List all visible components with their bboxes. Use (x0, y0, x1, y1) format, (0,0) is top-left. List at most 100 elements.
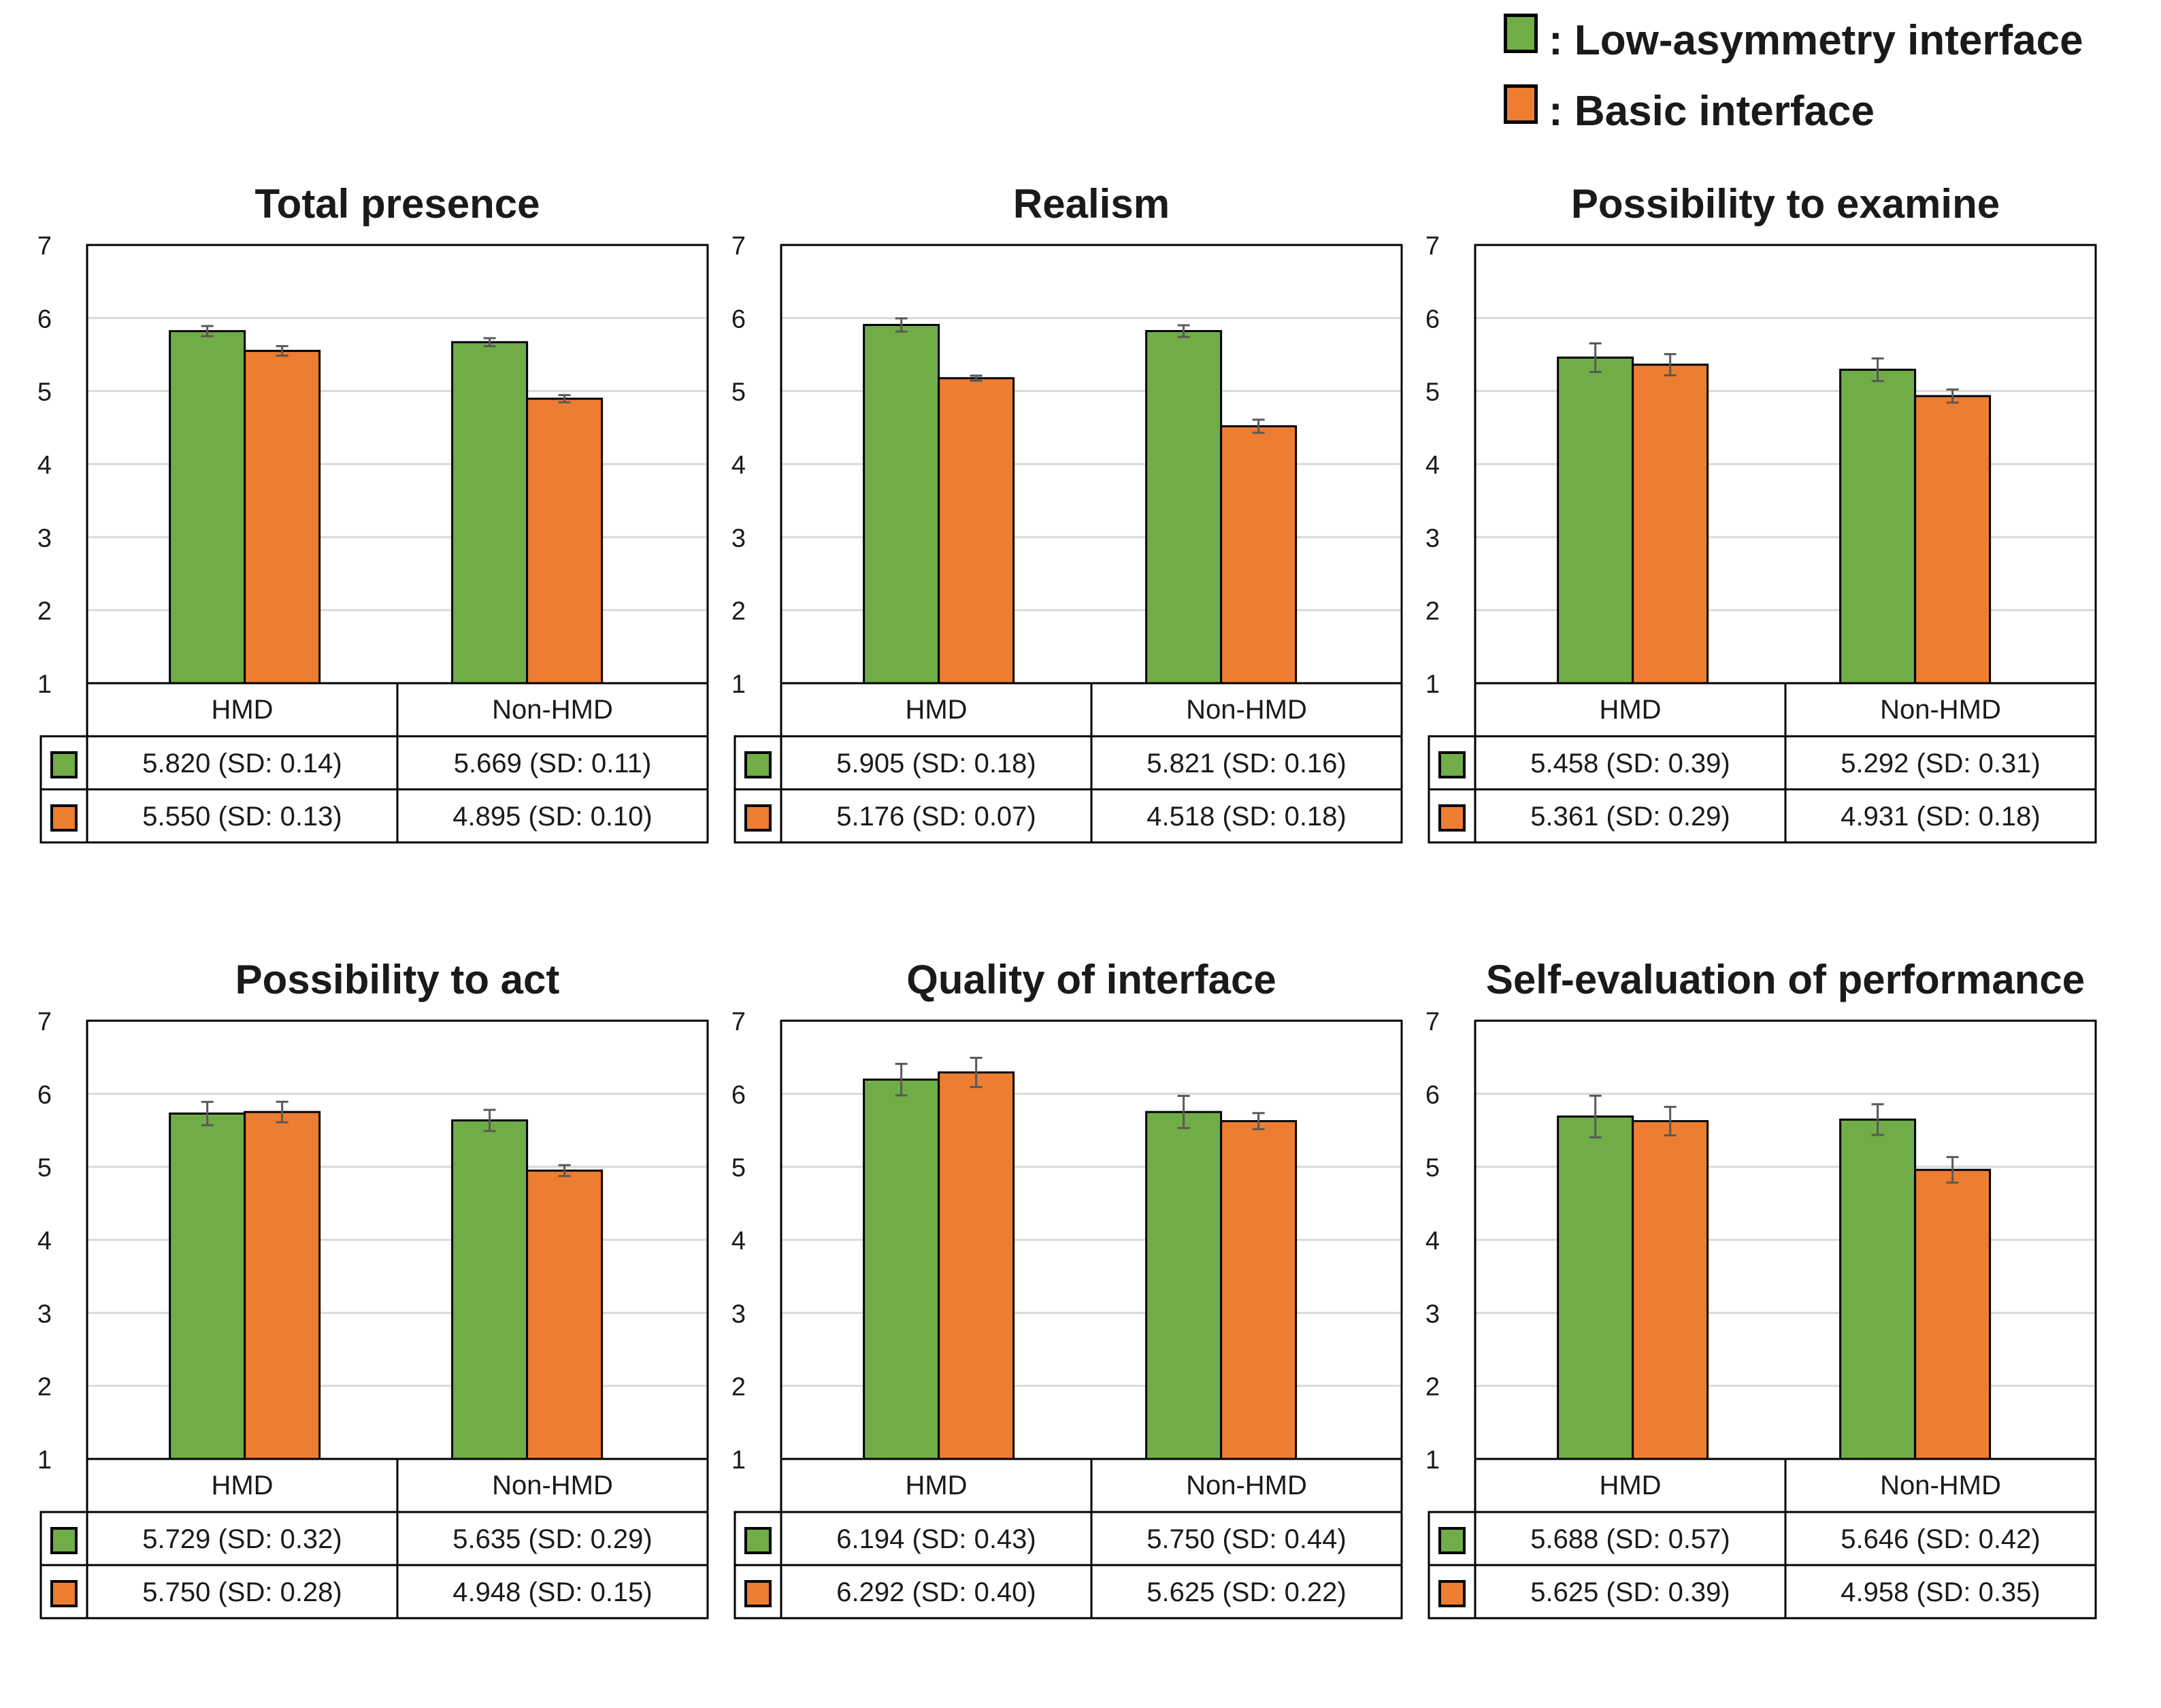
chart-quality-of-interface: Quality of interface 1 2 3 4 5 6 7 HMD Non-HMD 6.1… (731, 957, 1403, 1620)
bar-low-asymmetry-non-hmd (1839, 1118, 1917, 1460)
data-label: 4.958 (SD: 0.35) (1841, 1577, 2041, 1607)
bar-basic-non-hmd (526, 1169, 604, 1460)
data-label: 5.550 (SD: 0.13) (142, 802, 342, 832)
y-tick-label: 4 (731, 1227, 746, 1255)
bar-low-asymmetry-hmd (169, 1112, 246, 1460)
chart-title: Realism (1013, 181, 1170, 227)
category-label-non-hmd: Non-HMD (1880, 695, 2001, 725)
y-tick-label: 3 (1425, 524, 1440, 553)
category-label-hmd: HMD (905, 695, 967, 725)
legend-swatch-low-asymmetry (1504, 14, 1538, 53)
y-tick-label: 1 (731, 670, 746, 699)
y-tick-label: 3 (37, 1300, 52, 1328)
y-tick-label: 1 (37, 1446, 52, 1475)
chart-title: Quality of interface (906, 957, 1276, 1002)
table-swatch-basic (744, 1580, 772, 1607)
data-label: 5.729 (SD: 0.32) (142, 1524, 342, 1554)
y-tick-label: 5 (1425, 378, 1440, 407)
category-label-hmd: HMD (211, 1471, 273, 1500)
bar-low-asymmetry-hmd (1557, 1115, 1634, 1460)
y-tick-label: 5 (731, 1154, 746, 1183)
y-tick-label: 4 (1425, 451, 1440, 480)
bar-basic-non-hmd (1914, 1168, 1992, 1460)
chart-panel-quality-of-interface: Quality of interface 1 2 3 4 5 6 7 HMD Non-HMD 6.1… (721, 957, 1442, 1708)
category-label-non-hmd: Non-HMD (1880, 1471, 2001, 1500)
table-swatch-low-asymmetry (1438, 1527, 1466, 1554)
data-label: 5.750 (SD: 0.28) (142, 1577, 342, 1607)
data-label: 5.625 (SD: 0.22) (1147, 1577, 1347, 1607)
bar-basic-non-hmd (526, 397, 604, 685)
chart-title: Possibility to act (235, 957, 560, 1002)
y-tick-label: 5 (1425, 1154, 1440, 1183)
y-tick-label: 1 (37, 670, 52, 699)
table-swatch-basic (1438, 804, 1466, 832)
table-swatch-low-asymmetry (744, 751, 772, 778)
bar-basic-hmd (1632, 363, 1709, 685)
bar-basic-hmd (244, 350, 321, 685)
y-tick-label: 1 (1425, 670, 1440, 699)
table-row-basic (1428, 788, 2097, 844)
bar-low-asymmetry-hmd (1557, 357, 1634, 685)
bar-basic-non-hmd (1220, 425, 1298, 685)
legend-swatch-basic (1504, 84, 1538, 124)
y-tick-label: 6 (1425, 1081, 1440, 1109)
chart-panel-self-evaluation: Self-evaluation of performance 1 2 3 4 5 6 7 HMD… (1415, 957, 2137, 1708)
data-label: 5.292 (SD: 0.31) (1841, 749, 2041, 778)
data-label: 5.625 (SD: 0.39) (1530, 1577, 1730, 1607)
chart-panel-possibility-to-act: Possibility to act 1 2 3 4 5 6 7 HMD Non-HMD 5.729… (27, 957, 748, 1708)
table-swatch-low-asymmetry (50, 751, 78, 778)
category-label-non-hmd: Non-HMD (1186, 1471, 1307, 1500)
y-tick-label: 3 (731, 1300, 746, 1328)
y-tick-label: 4 (731, 451, 746, 480)
y-tick-label: 4 (1425, 1227, 1440, 1255)
category-label-hmd: HMD (1599, 695, 1661, 725)
chart-title: Possibility to examine (1571, 181, 2000, 227)
category-label-hmd: HMD (905, 1471, 967, 1500)
table-swatch-low-asymmetry (1438, 751, 1466, 778)
y-tick-label: 2 (731, 1373, 746, 1402)
data-label: 5.821 (SD: 0.16) (1147, 749, 1347, 778)
table-swatch-basic (1438, 1580, 1466, 1607)
bar-basic-hmd (1632, 1120, 1709, 1460)
category-label-non-hmd: Non-HMD (492, 695, 613, 725)
y-tick-label: 4 (37, 1227, 52, 1255)
bar-basic-non-hmd (1914, 395, 1992, 685)
data-label: 6.292 (SD: 0.40) (836, 1577, 1036, 1607)
data-label: 5.646 (SD: 0.42) (1841, 1524, 2041, 1554)
y-tick-label: 7 (37, 1008, 52, 1036)
chart-title: Total presence (254, 181, 540, 227)
chart-panel-total-presence: Total presence 1 2 3 4 5 6 7 HMD Non-HMD 5.820 (SD… (27, 181, 748, 932)
y-tick-label: 2 (37, 1373, 52, 1402)
y-tick-label: 6 (731, 1081, 746, 1109)
y-tick-label: 5 (731, 378, 746, 407)
legend-label-low-asymmetry: : Low-asymmetry interface (1549, 17, 2083, 64)
data-label: 5.361 (SD: 0.29) (1530, 802, 1730, 832)
data-label: 5.688 (SD: 0.57) (1530, 1524, 1730, 1554)
table-row-basic (39, 1564, 709, 1620)
y-tick-label: 6 (37, 305, 52, 333)
data-label: 4.931 (SD: 0.18) (1841, 802, 2041, 832)
category-label-hmd: HMD (1599, 1471, 1661, 1500)
data-label: 5.635 (SD: 0.29) (452, 1524, 653, 1554)
data-label: 5.458 (SD: 0.39) (1530, 749, 1730, 778)
data-label: 6.194 (SD: 0.43) (836, 1524, 1036, 1554)
y-tick-label: 7 (37, 232, 52, 261)
y-tick-label: 5 (37, 1154, 52, 1183)
bar-low-asymmetry-non-hmd (451, 1119, 529, 1460)
bar-low-asymmetry-hmd (863, 1079, 940, 1460)
data-label: 5.669 (SD: 0.11) (454, 749, 652, 778)
table-row-basic (733, 788, 1403, 844)
data-label: 4.948 (SD: 0.15) (452, 1577, 653, 1607)
chart-realism: Realism 1 2 3 4 5 6 7 HMD Non-HMD 5.905 (SD: 0.18)… (731, 181, 1403, 844)
y-tick-label: 7 (731, 1008, 746, 1036)
y-tick-label: 4 (37, 451, 52, 480)
table-row-basic (1428, 1564, 2097, 1620)
bar-low-asymmetry-hmd (863, 324, 940, 685)
table-swatch-low-asymmetry (50, 1527, 78, 1554)
table-row-basic (39, 788, 709, 844)
y-tick-label: 3 (1425, 1300, 1440, 1328)
y-tick-label: 2 (1425, 597, 1440, 626)
chart-possibility-to-act: Possibility to act 1 2 3 4 5 6 7 HMD Non-HMD 5.729… (37, 957, 709, 1620)
bar-basic-hmd (938, 1071, 1015, 1460)
data-label: 5.905 (SD: 0.18) (836, 749, 1036, 778)
